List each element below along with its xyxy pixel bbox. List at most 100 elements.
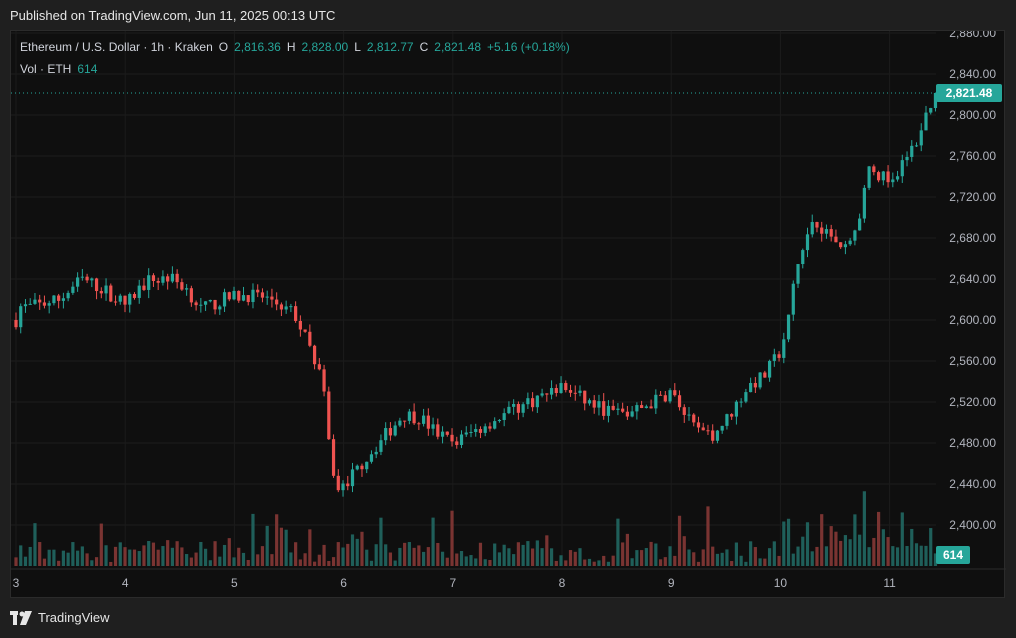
tradingview-logo-icon <box>10 610 32 625</box>
volume-bar <box>744 561 748 566</box>
volume-bar <box>663 557 667 566</box>
candle-body <box>559 383 563 394</box>
volume-bar <box>749 541 753 566</box>
candle-body <box>308 331 312 346</box>
volume-bar <box>493 543 497 566</box>
volume-bar <box>227 538 231 566</box>
candle-body <box>440 431 445 437</box>
candle-body <box>189 288 193 303</box>
volume-bar <box>805 522 810 566</box>
candle-body <box>886 171 890 183</box>
candle-body <box>346 483 350 487</box>
candle-body <box>881 171 885 181</box>
volume-bar <box>99 523 103 566</box>
candle-body <box>905 156 909 161</box>
candle-body <box>426 415 430 429</box>
candle-body <box>630 411 634 417</box>
volume-bar <box>829 526 833 566</box>
volume-bar <box>554 560 558 566</box>
legend-ohlc-row: Ethereum / U.S. Dollar · 1h · Kraken O 2,… <box>20 40 570 54</box>
candle-body <box>725 414 729 426</box>
volume-bar <box>199 541 203 566</box>
volume-bar <box>810 551 814 566</box>
candle-body <box>635 405 639 412</box>
volume-bar <box>891 546 895 566</box>
volume-bar <box>592 561 596 566</box>
volume-bar <box>52 549 56 566</box>
candle-body <box>312 345 317 365</box>
volume-bar <box>682 536 686 566</box>
volume-bar <box>843 535 848 566</box>
candle-body <box>654 394 658 409</box>
x-tick-label: 3 <box>13 576 20 590</box>
candle-body <box>744 392 748 402</box>
legend-change: +5.16 (+0.18%) <box>487 40 570 54</box>
volume-bar <box>322 544 326 566</box>
candle-body <box>260 292 265 298</box>
volume-bar <box>28 546 32 566</box>
volume-bar <box>497 552 502 566</box>
candle-body <box>625 411 629 417</box>
volume-bar <box>886 537 890 566</box>
candle-body <box>71 286 75 293</box>
volume-bar <box>445 557 449 566</box>
legend-open-value: 2,816.36 <box>234 40 281 54</box>
volume-bar <box>858 534 862 566</box>
legend-high-label: H <box>286 40 296 54</box>
candle-body <box>692 414 696 423</box>
candle-body <box>858 218 862 231</box>
chart-frame[interactable]: 2,400.00 2,440.00 2,480.00 2,520.00 2,560.00… <box>10 30 1006 599</box>
volume-bar <box>668 546 672 566</box>
volume-bar <box>360 531 364 566</box>
volume-bar <box>436 542 440 566</box>
legend-symbol: Ethereum / U.S. Dollar · 1h · Kraken <box>20 40 213 54</box>
volume-bar <box>725 549 729 566</box>
volume-bar <box>185 554 189 566</box>
volume-bar <box>739 555 743 566</box>
volume-bar <box>369 560 374 566</box>
volume-bar <box>862 491 866 566</box>
legend-volume-label: Vol · ETH <box>20 62 72 76</box>
volume-bar <box>834 531 838 566</box>
candle-body <box>914 145 919 147</box>
volume-bar <box>47 549 51 566</box>
y-tick-label: 2,400.00 <box>949 518 996 532</box>
candle-body <box>94 278 99 292</box>
volume-bar <box>540 548 544 566</box>
candle-body <box>185 288 189 290</box>
candle-body <box>80 276 84 278</box>
volume-bar <box>630 558 634 566</box>
volume-bar <box>256 554 260 566</box>
candle-body <box>14 320 18 328</box>
volume-bar <box>701 549 705 566</box>
volume-bar <box>483 559 487 566</box>
volume-bar <box>166 540 170 566</box>
volume-bar <box>914 543 919 566</box>
candle-body <box>592 400 596 408</box>
candle-body <box>512 403 516 407</box>
volume-bar <box>526 541 530 566</box>
candle-body <box>241 295 246 301</box>
candle-body <box>658 394 663 396</box>
candle-body <box>450 434 454 442</box>
volume-bar <box>289 552 293 566</box>
candle-body <box>493 421 497 429</box>
candle-body <box>99 291 103 294</box>
legend-volume-row: Vol · ETH 614 <box>20 62 570 76</box>
candle-body <box>621 408 625 412</box>
volume-bar <box>241 552 246 566</box>
volume-bar <box>33 523 37 566</box>
price-chart[interactable]: 2,400.00 2,440.00 2,480.00 2,520.00 2,560.00… <box>11 31 1006 599</box>
candle-body <box>919 130 923 146</box>
volume-bar <box>407 542 411 566</box>
volume-bar <box>549 548 554 566</box>
volume-bar <box>706 506 710 566</box>
candle-body <box>573 392 577 394</box>
volume-bar <box>502 544 506 566</box>
candle-body <box>374 451 378 455</box>
volume-bar <box>469 555 473 566</box>
last-price-badge: 2,821.48 <box>936 83 1002 102</box>
candle-body <box>872 166 876 173</box>
volume-bar <box>341 547 345 566</box>
candle-body <box>284 306 288 310</box>
